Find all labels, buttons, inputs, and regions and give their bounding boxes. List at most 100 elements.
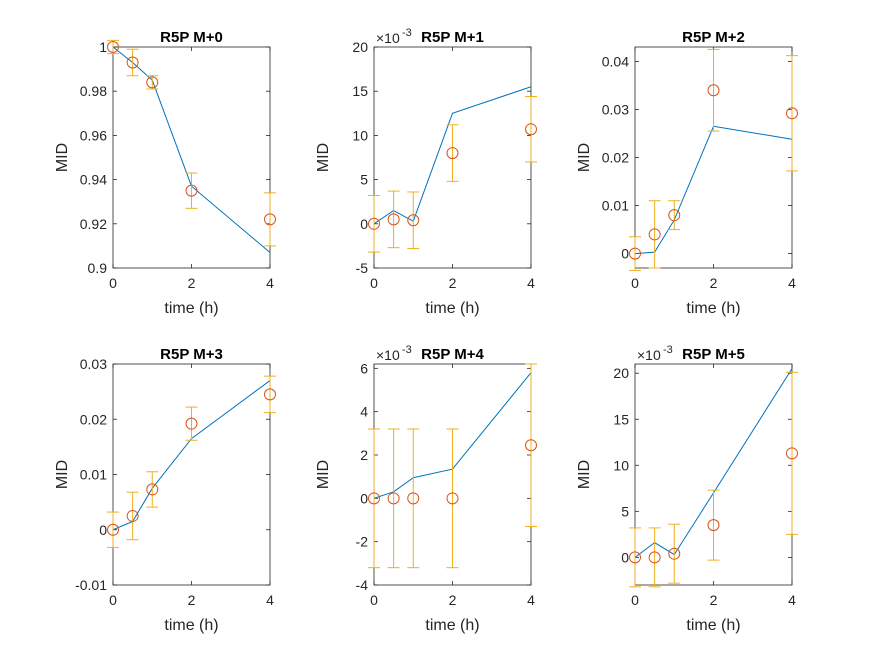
axis-exponent-power: -3: [402, 344, 412, 356]
y-tick-label: 0.94: [80, 172, 107, 188]
subplot-title: R5P M+5: [682, 346, 745, 363]
data-point: [629, 551, 641, 564]
x-tick-label: 0: [370, 275, 378, 291]
axis-exponent: ×10: [376, 30, 400, 46]
y-tick-label: 0.02: [80, 411, 107, 427]
subplot-title: R5P M+4: [421, 346, 484, 363]
x-tick-label: 0: [370, 592, 378, 608]
y-tick-label: 2: [360, 447, 368, 463]
axis-exponent: ×10: [376, 347, 400, 363]
y-axis-label: MID: [576, 143, 593, 172]
subplot-title: R5P M+2: [682, 29, 745, 46]
y-tick-label: 0: [360, 216, 368, 232]
y-tick-label: 0.98: [80, 83, 107, 99]
y-tick-label: 0.03: [602, 101, 629, 117]
x-tick-label: 0: [109, 592, 117, 608]
y-tick-label: -4: [356, 577, 369, 593]
subplot-title: R5P M+1: [421, 29, 484, 46]
data-point: [146, 76, 159, 89]
y-axis-label: MID: [576, 460, 593, 489]
data-point: [264, 388, 276, 401]
y-tick-label: 5: [360, 172, 368, 188]
axes-box: [112, 46, 271, 269]
x-tick-label: 0: [631, 275, 639, 291]
y-tick-label: 0: [360, 490, 368, 506]
data-point: [185, 417, 198, 430]
axis-exponent: ×10: [637, 347, 661, 363]
data-point: [648, 228, 661, 241]
data-point: [126, 56, 139, 69]
axis-exponent-power: -3: [663, 344, 673, 356]
y-tick-label: 0: [621, 246, 629, 262]
x-tick-label: 2: [188, 592, 196, 608]
data-point: [707, 84, 720, 97]
y-tick-label: 0.01: [602, 198, 629, 214]
x-tick-label: 4: [788, 592, 796, 608]
y-tick-label: -0.01: [75, 577, 107, 593]
data-point: [648, 551, 661, 564]
data-point: [786, 107, 798, 120]
x-tick-label: 2: [710, 275, 718, 291]
y-axis-label: MID: [54, 460, 71, 489]
y-tick-label: -5: [356, 260, 369, 276]
data-point: [707, 519, 720, 532]
data-point: [368, 217, 380, 230]
subplot-5: 0 2 4 -4 -2 0 2 4 6 ×10 -3 R5P M+4 time (h) MID: [315, 344, 537, 634]
data-point: [107, 41, 119, 53]
x-axis-label: time (h): [425, 300, 479, 317]
subplot-title: R5P M+0: [160, 29, 223, 46]
data-point: [407, 214, 420, 227]
x-axis-label: time (h): [164, 617, 218, 634]
data-point: [185, 184, 198, 197]
data-point: [668, 209, 681, 222]
y-tick-label: 0.01: [80, 467, 107, 483]
subplot-title: R5P M+3: [160, 346, 223, 363]
y-tick-label: 20: [352, 39, 368, 55]
y-tick-label: 0.96: [80, 127, 107, 143]
subplot-1: 0 2 4 0.9 0.92 0.94 0.96 0.98 1 R5P M+0 time (h) MI…: [54, 29, 276, 317]
x-tick-label: 4: [788, 275, 796, 291]
data-point: [107, 523, 119, 536]
y-tick-label: 1: [99, 39, 107, 55]
y-tick-label: 6: [360, 360, 368, 376]
x-tick-label: 2: [449, 275, 457, 291]
x-tick-label: 2: [449, 592, 457, 608]
x-tick-label: 2: [188, 275, 196, 291]
y-tick-label: 0: [621, 549, 629, 565]
y-tick-label: 0.02: [602, 150, 629, 166]
data-point: [629, 247, 641, 260]
data-point: [264, 213, 276, 226]
data-point: [446, 147, 459, 160]
x-axis-label: time (h): [686, 300, 740, 317]
data-point: [407, 492, 420, 505]
axes-box: [112, 363, 271, 586]
y-tick-label: 0.92: [80, 216, 107, 232]
y-tick-label: 0.04: [602, 53, 629, 69]
data-point: [146, 483, 159, 496]
y-axis-label: MID: [315, 460, 332, 489]
y-axis-label: MID: [54, 143, 71, 172]
data-point: [387, 213, 400, 226]
y-tick-label: 15: [613, 411, 629, 427]
x-axis-label: time (h): [686, 617, 740, 634]
data-point: [387, 492, 400, 505]
x-tick-label: 4: [527, 275, 535, 291]
x-tick-label: 4: [266, 275, 274, 291]
x-tick-label: 2: [710, 592, 718, 608]
axis-exponent-power: -3: [402, 27, 412, 39]
x-tick-label: 4: [266, 592, 274, 608]
data-point: [525, 439, 537, 452]
data-point: [786, 447, 798, 460]
y-axis-label: MID: [315, 143, 332, 172]
x-tick-label: 4: [527, 592, 535, 608]
y-tick-label: 4: [360, 404, 368, 420]
x-tick-label: 0: [109, 275, 117, 291]
y-tick-label: 20: [613, 365, 629, 381]
data-point: [368, 492, 380, 505]
y-tick-label: 5: [621, 503, 629, 519]
y-tick-label: 10: [613, 457, 629, 473]
x-tick-label: 0: [631, 592, 639, 608]
